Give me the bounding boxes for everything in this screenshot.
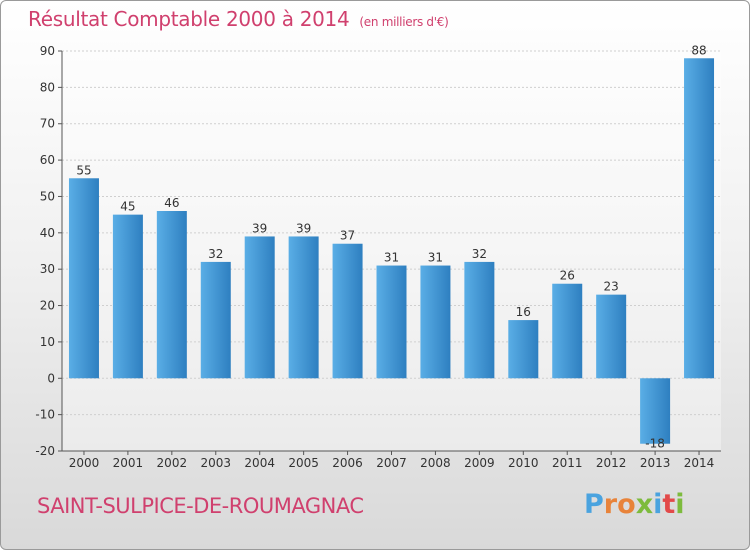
bar [112, 214, 143, 379]
bar [552, 283, 583, 379]
y-tick-label: 60 [40, 153, 55, 167]
logo-letter: r [603, 489, 618, 520]
bar [596, 294, 627, 379]
data-label: 37 [340, 229, 355, 243]
x-tick-label: 2012 [596, 456, 627, 470]
x-tick-label: 2006 [332, 456, 363, 470]
x-tick-label: 2001 [113, 456, 144, 470]
data-label: 26 [560, 269, 575, 283]
x-tick-label: 2011 [552, 456, 583, 470]
x-tick-label: 2014 [684, 456, 715, 470]
bar [244, 236, 275, 379]
logo-letter: i [653, 489, 663, 520]
x-tick-label: 2000 [69, 456, 100, 470]
y-tick-label: 90 [40, 44, 55, 58]
x-tick-label: 2008 [420, 456, 451, 470]
y-tick-label: 70 [40, 117, 55, 131]
y-tick-label: -10 [35, 408, 55, 422]
bar [684, 58, 715, 379]
logo-letter: i [675, 489, 685, 520]
y-tick-label: 0 [47, 371, 55, 385]
bar [156, 211, 187, 379]
y-tick-label: 30 [40, 262, 55, 276]
logo-letter: x [635, 489, 654, 520]
x-tick-label: 2007 [376, 456, 407, 470]
x-tick-label: 2004 [244, 456, 275, 470]
bar [200, 261, 231, 379]
city-name: SAINT-SULPICE-DE-ROUMAGNAC [37, 494, 364, 518]
data-label: 31 [428, 251, 443, 265]
proxiti-logo: Proxiti [584, 489, 685, 520]
bar [332, 243, 363, 379]
bar [508, 320, 539, 379]
chart-title: Résultat Comptable 2000 à 2014 (en millie… [28, 7, 449, 31]
y-tick-label: 80 [40, 80, 55, 94]
x-tick-label: 2005 [288, 456, 319, 470]
chart-subtitle: (en milliers d'€) [359, 15, 449, 29]
y-tick-label: 20 [40, 299, 55, 313]
data-label: 32 [208, 247, 223, 261]
logo-letter: P [584, 489, 604, 520]
x-tick-label: 2002 [157, 456, 188, 470]
data-label: 45 [120, 200, 135, 214]
x-tick-label: 2013 [640, 456, 671, 470]
y-tick-label: 40 [40, 226, 55, 240]
y-tick-label: -20 [35, 444, 55, 458]
data-label: -18 [645, 437, 665, 451]
logo-letter: o [617, 489, 636, 520]
data-label: 31 [384, 251, 399, 265]
data-label: 16 [516, 305, 531, 319]
logo-letter: t [662, 489, 676, 520]
x-tick-label: 2009 [464, 456, 495, 470]
bar [376, 265, 407, 379]
data-label: 55 [76, 163, 91, 177]
bar [420, 265, 451, 379]
data-label: 39 [296, 221, 311, 235]
y-tick-label: 50 [40, 189, 55, 203]
data-label: 46 [164, 196, 179, 210]
bar [640, 378, 671, 444]
bar [288, 236, 319, 379]
data-label: 88 [691, 43, 706, 57]
data-label: 32 [472, 247, 487, 261]
x-tick-label: 2010 [508, 456, 539, 470]
y-tick-label: 10 [40, 335, 55, 349]
x-tick-label: 2003 [200, 456, 231, 470]
bar [68, 178, 99, 379]
data-label: 23 [604, 280, 619, 294]
bar [464, 261, 495, 379]
data-label: 39 [252, 221, 267, 235]
chart-title-text: Résultat Comptable 2000 à 2014 [28, 7, 350, 31]
